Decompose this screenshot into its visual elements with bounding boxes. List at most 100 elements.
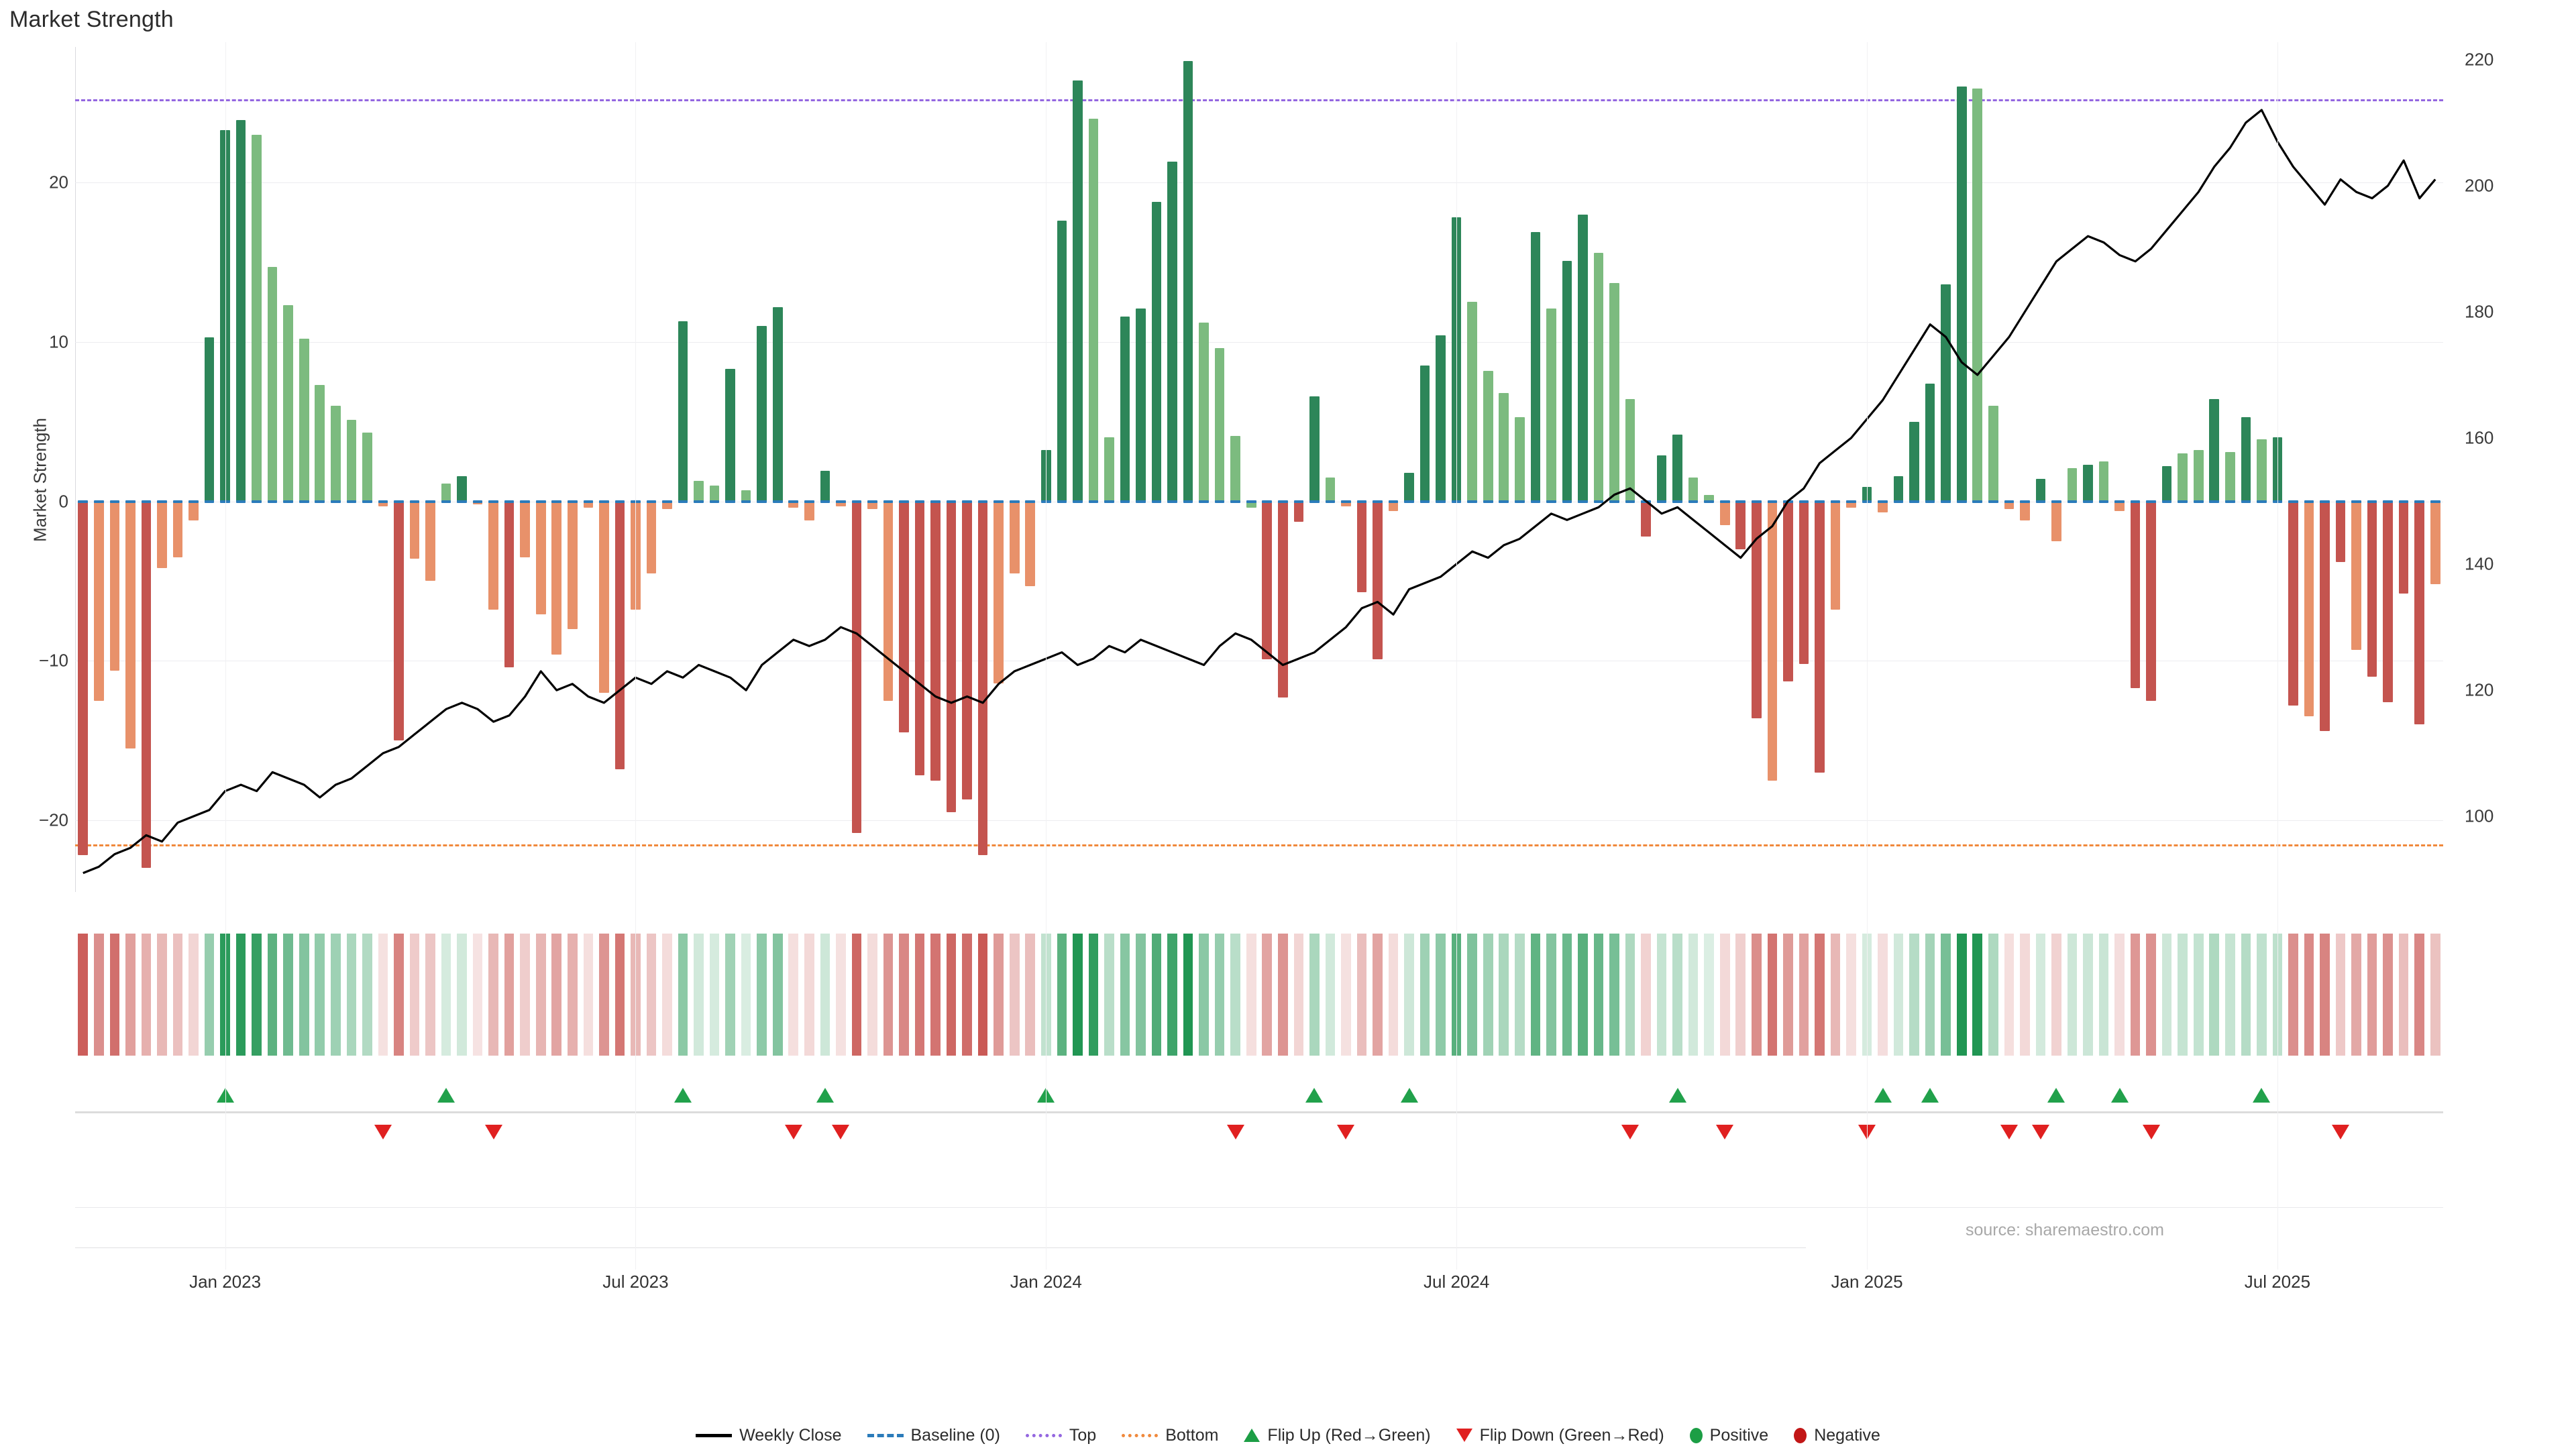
heat-cell (1467, 934, 1477, 1056)
baseline-cap (1735, 500, 1746, 503)
heat-cell (1625, 934, 1635, 1056)
strength-bar (1656, 455, 1667, 502)
heat-cell (1941, 934, 1951, 1056)
baseline-cap (1373, 500, 1383, 503)
baseline-cap (1183, 500, 1193, 503)
strength-bar (315, 385, 325, 502)
heat-cell (1815, 934, 1825, 1056)
baseline-cap (583, 500, 594, 503)
heat-cell (378, 934, 388, 1056)
baseline-cap (741, 500, 751, 503)
legend-item-circle-red[interactable]: Negative (1794, 1426, 1880, 1445)
baseline-cap (394, 500, 404, 503)
strength-bar (788, 501, 799, 508)
heat-cell (1830, 934, 1841, 1056)
strength-bar (725, 369, 735, 502)
baseline-cap (2083, 500, 2093, 503)
legend-item-triangle-down[interactable]: Flip Down (Green→Red) (1456, 1426, 1664, 1445)
heat-cell (315, 934, 325, 1056)
heat-cell (1609, 934, 1619, 1056)
strength-bar (820, 471, 830, 502)
strength-bar (1499, 392, 1509, 502)
strength-bar (867, 501, 877, 510)
baseline-cap (1025, 500, 1036, 503)
heat-cell (1656, 934, 1667, 1056)
y-axis-left-tick: 10 (49, 331, 68, 352)
legend-label: Negative (1814, 1425, 1880, 1445)
flip-down-marker (2332, 1125, 2350, 1139)
baseline-cap (1230, 500, 1240, 503)
legend-item-dashed-line[interactable]: Baseline (0) (867, 1426, 1000, 1445)
heat-cell (2083, 934, 2093, 1056)
strength-bar (520, 501, 530, 557)
legend-label: Flip Down (Green→Red) (1479, 1425, 1664, 1445)
heat-cell (299, 934, 309, 1056)
y-axis-right-tick: 120 (2465, 679, 2494, 700)
legend-item-triangle-up[interactable]: Flip Up (Red→Green) (1244, 1426, 1431, 1445)
strength-bar (1073, 80, 1083, 502)
strength-bar (1183, 61, 1193, 502)
strength-bar (1830, 501, 1841, 610)
strength-bar (1815, 501, 1825, 773)
strength-bar (1941, 284, 1951, 502)
heat-cell (599, 934, 609, 1056)
strength-bar (425, 501, 435, 581)
baseline-cap (1341, 500, 1351, 503)
heat-cell (1578, 934, 1588, 1056)
x-grid-line (1456, 42, 1458, 1270)
strength-bar (299, 339, 309, 502)
baseline-cap (1862, 500, 1872, 503)
baseline-cap (694, 500, 704, 503)
baseline-cap (157, 500, 167, 503)
heat-cell (1373, 934, 1383, 1056)
heat-cell (883, 934, 894, 1056)
strength-bar (2193, 450, 2204, 502)
y-axis-left-tick: 20 (49, 172, 68, 192)
strength-bar (1862, 487, 1872, 502)
baseline-cap (1956, 500, 1967, 503)
legend-item-circle-green[interactable]: Positive (1689, 1426, 1768, 1445)
strength-bar (1278, 501, 1288, 698)
strength-bar (836, 501, 846, 506)
baseline-cap (1120, 500, 1130, 503)
source-note: source: sharemaestro.com (1966, 1221, 2164, 1239)
strength-bar (2178, 453, 2188, 502)
heat-cell (1088, 934, 1099, 1056)
legend-item-dotted-line-orange[interactable]: Bottom (1122, 1426, 1218, 1445)
page-title: Market Strength (9, 7, 174, 32)
baseline-cap (867, 500, 877, 503)
strength-bar (631, 501, 641, 610)
strength-bar (1625, 399, 1635, 502)
baseline-cap (631, 500, 641, 503)
legend-label: Top (1069, 1425, 1097, 1445)
x-axis: Jan 2023 Jul 2023 Jan 2024 Jul 2024 Jan 2025… (75, 42, 2443, 1320)
strength-bar (1230, 436, 1240, 502)
strength-bar (1025, 501, 1036, 586)
x-axis-tick-label: Jul 2025 (2244, 1272, 2311, 1292)
strength-bar (551, 501, 562, 655)
heat-cell (2178, 934, 2188, 1056)
legend-item-solid-line[interactable]: Weekly Close (696, 1426, 842, 1445)
heat-cell (2398, 934, 2409, 1056)
heat-cell (946, 934, 957, 1056)
strength-bar (646, 501, 657, 573)
flip-down-marker (1621, 1125, 1640, 1139)
legend-item-dotted-line-purple[interactable]: Top (1025, 1425, 1097, 1445)
dotted-line-orange-icon (1122, 1433, 1159, 1437)
strength-bar (78, 501, 89, 856)
flip-down-marker (2000, 1125, 2018, 1139)
grid-line (75, 341, 2443, 343)
heat-cell (1356, 934, 1367, 1056)
baseline-cap (1136, 500, 1146, 503)
baseline-cap (568, 500, 578, 503)
strength-bar (1672, 434, 1682, 502)
baseline-cap (2335, 500, 2346, 503)
strength-bar (2367, 501, 2377, 677)
x-grid-line (635, 42, 637, 1270)
baseline-cap (109, 500, 120, 503)
heat-cell (1199, 934, 1209, 1056)
baseline-cap (646, 500, 657, 503)
strength-bar (1151, 201, 1162, 502)
x-axis-tick-label: Jan 2025 (1831, 1272, 1903, 1292)
strength-bar (2051, 501, 2061, 541)
